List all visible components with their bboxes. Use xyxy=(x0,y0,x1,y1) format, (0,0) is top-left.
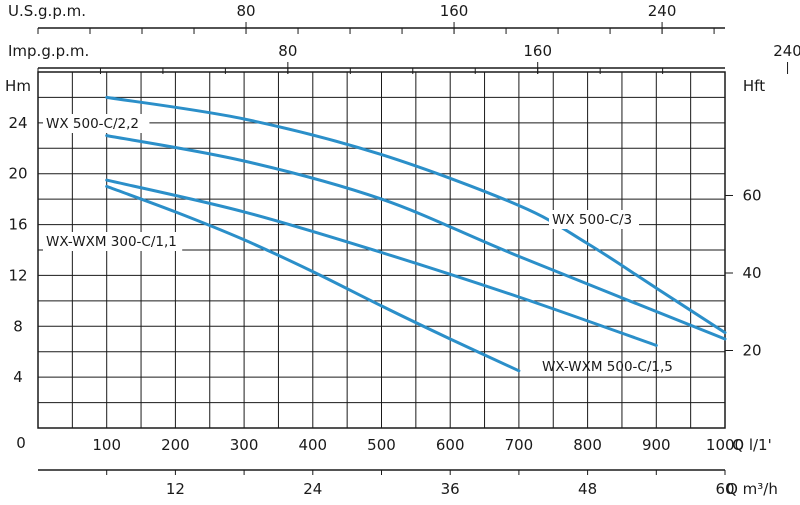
curve-label: WX-WXM 300-C/1,1 xyxy=(46,234,177,250)
x-tick-label: 500 xyxy=(367,436,396,454)
x-tick-label: 200 xyxy=(161,436,190,454)
right-tick-label: 40 xyxy=(742,264,761,282)
top-axis-label-1: Imp.g.p.m. xyxy=(8,42,89,60)
right-tick-label: 60 xyxy=(742,186,761,204)
chart-labels: WX 500-C/2,2 WX 500-C/3 WX-WXM 300-C/1,1 WX… xyxy=(43,114,673,375)
curve-label-bg xyxy=(549,210,639,229)
right-axis-label: Hft xyxy=(743,77,765,95)
m3h-tick-label: 48 xyxy=(578,480,597,498)
y-tick-label: 4 xyxy=(13,368,23,386)
x-axis-label: Q l/1' xyxy=(732,436,771,454)
curve-label: WX-WXM 500-C/1,5 xyxy=(542,359,673,375)
top-axis-tick-label: 80 xyxy=(236,2,255,20)
top-axis-tick-label: 240 xyxy=(648,2,677,20)
right-tick-label: 20 xyxy=(742,341,761,359)
plot-frame xyxy=(37,71,726,429)
series-line-wx-500-c-3 xyxy=(105,95,727,335)
curve-label: WX 500-C/3 xyxy=(552,212,632,228)
x-tick-label: 800 xyxy=(573,436,602,454)
x-tick-label: 400 xyxy=(298,436,327,454)
x-tick-label: 700 xyxy=(505,436,534,454)
m3h-tick-label: 60 xyxy=(715,480,734,498)
y-axis-label: Hm xyxy=(5,77,31,95)
top-axis-tick-label: 160 xyxy=(440,2,469,20)
y-tick-label: 20 xyxy=(8,165,27,183)
x-tick-label: 900 xyxy=(642,436,671,454)
curve-label: WX 500-C/2,2 xyxy=(46,116,139,132)
y-tick-label: 24 xyxy=(8,114,27,132)
y-tick-label: 16 xyxy=(8,216,27,234)
m3h-tick-label: 12 xyxy=(166,480,185,498)
x-tick-label: 100 xyxy=(92,436,121,454)
curve-label-bg xyxy=(43,114,150,133)
series-line-wx-wxm-500-c-1-5 xyxy=(105,178,658,347)
m3h-tick-label: 36 xyxy=(441,480,460,498)
m3h-axis-label: Q m³/h xyxy=(726,480,778,498)
x-tick-label: 600 xyxy=(436,436,465,454)
y-tick-label: 8 xyxy=(13,317,23,335)
top-axis-tick-label: 240 xyxy=(773,42,800,60)
x-tick-label: 1000 xyxy=(706,436,744,454)
series-line-wx-wxm-300-c-1-1 xyxy=(105,184,521,373)
top-axis-label-0: U.S.g.p.m. xyxy=(8,2,86,20)
top-axis-tick-label: 80 xyxy=(278,42,297,60)
y-tick-label: 12 xyxy=(8,266,27,284)
pump-curves xyxy=(105,95,727,373)
m3h-tick-label: 24 xyxy=(303,480,322,498)
series-line-wx-500-c-2-2 xyxy=(105,134,727,341)
x-tick-label: 300 xyxy=(230,436,259,454)
top-axis-tick-label: 160 xyxy=(523,42,552,60)
y-zero-label: 0 xyxy=(16,434,26,452)
curve-label-bg xyxy=(43,232,183,251)
